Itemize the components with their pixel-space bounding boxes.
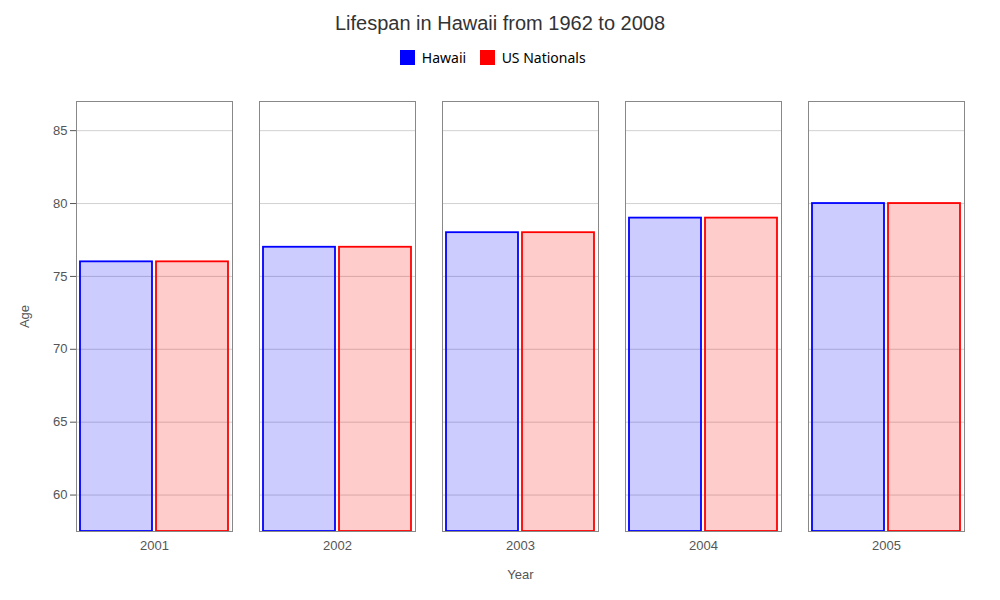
- svg-text:Year: Year: [507, 567, 534, 582]
- svg-text:85: 85: [53, 123, 67, 138]
- svg-text:2003: 2003: [506, 538, 535, 553]
- svg-text:65: 65: [53, 414, 67, 429]
- svg-text:70: 70: [53, 341, 67, 356]
- svg-text:80: 80: [53, 196, 67, 211]
- html-text:US Nationals: US Nationals: [501, 48, 586, 67]
- html-text:Lifespan in Hawaii from 1962 t: Lifespan in Hawaii from 1962 to 2008: [334, 12, 666, 34]
- svg-text:2005: 2005: [872, 538, 901, 553]
- svg-text:2002: 2002: [323, 538, 352, 553]
- svg-text:2004: 2004: [689, 538, 718, 553]
- svg-text:60: 60: [53, 487, 67, 502]
- svg-text:75: 75: [53, 269, 67, 284]
- svg-text:2001: 2001: [140, 538, 169, 553]
- html-text:Hawaii: Hawaii: [421, 48, 467, 67]
- svg-text:Age: Age: [17, 305, 32, 328]
